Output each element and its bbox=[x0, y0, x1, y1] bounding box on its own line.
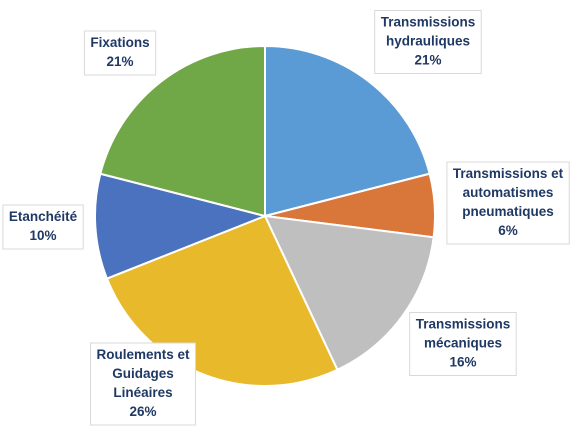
data-label-box bbox=[83, 30, 157, 76]
data-label-text: pneumatiques bbox=[462, 204, 554, 219]
data-label-text: Linéaires bbox=[113, 385, 172, 400]
data-label: Fixations 21% bbox=[83, 30, 157, 76]
data-label: Roulements et Guidages Linéaires 26% bbox=[90, 342, 196, 426]
data-label-text: Transmissions et bbox=[453, 166, 564, 181]
pie-slices bbox=[94, 44, 437, 387]
pie-slice bbox=[264, 44, 431, 218]
data-label-text: hydrauliques bbox=[386, 34, 470, 49]
data-label-value: 10% bbox=[29, 228, 56, 243]
data-label-text: automatismes bbox=[463, 185, 554, 200]
data-label-text: Transmissions bbox=[381, 15, 476, 30]
data-label-value: 6% bbox=[498, 223, 518, 238]
data-label-value: 21% bbox=[414, 53, 441, 68]
data-label-text: Etanchéité bbox=[9, 209, 78, 224]
pie-slice bbox=[99, 44, 266, 218]
pie-slice bbox=[94, 172, 269, 280]
data-label-text: Roulements et bbox=[96, 347, 190, 362]
data-label-value: 16% bbox=[449, 355, 476, 370]
data-label-value: 26% bbox=[129, 404, 156, 419]
data-label-box bbox=[2, 204, 84, 250]
data-label: Transmissions mécaniques 16% bbox=[409, 312, 517, 376]
data-label: Transmissions hydrauliques 21% bbox=[374, 10, 482, 74]
data-label-box bbox=[409, 312, 517, 376]
data-labels: Transmissionshydrauliques21%Transmission… bbox=[2, 10, 570, 426]
data-label-text: mécaniques bbox=[424, 336, 502, 351]
data-label-text: Guidages bbox=[112, 366, 174, 381]
data-label-box bbox=[90, 342, 196, 426]
data-label: Etanchéité 10% bbox=[2, 204, 84, 250]
data-label-box bbox=[446, 161, 570, 245]
data-label: Transmissions et automatismes pneumatiques… bbox=[446, 161, 570, 245]
data-label-text: Fixations bbox=[90, 35, 149, 50]
data-label-value: 21% bbox=[106, 54, 133, 69]
data-label-text: Transmissions bbox=[416, 317, 511, 332]
pie-slice bbox=[263, 214, 435, 372]
data-label-box bbox=[374, 10, 482, 74]
